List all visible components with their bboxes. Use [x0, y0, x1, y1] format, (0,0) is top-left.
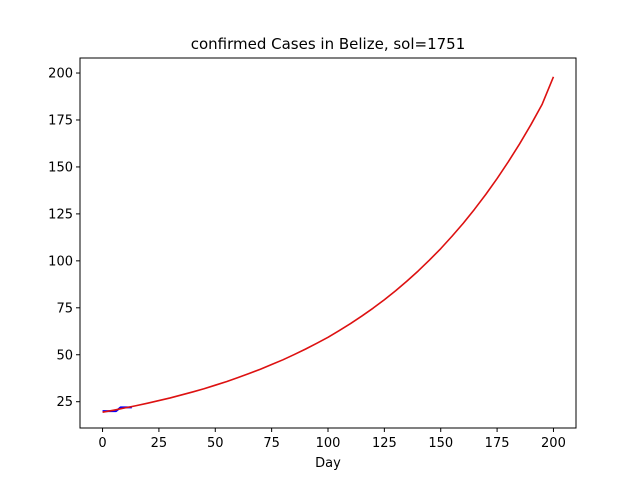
y-tick-label: 25 [56, 395, 73, 410]
y-tick-label: 75 [56, 301, 73, 316]
series-line-model [102, 76, 555, 414]
chart-title: confirmed Cases in Belize, sol=1751 [191, 35, 466, 53]
x-tick-label: 200 [541, 436, 566, 451]
x-tick-label: 100 [316, 436, 341, 451]
x-tick-label: 175 [485, 436, 510, 451]
y-tick-label: 50 [56, 348, 73, 363]
y-tick-label: 175 [48, 113, 73, 128]
x-tick-label: 150 [428, 436, 453, 451]
y-tick-label: 125 [48, 207, 73, 222]
x-axis-label: Day [315, 456, 341, 471]
x-axis: 0 25 50 75 100 125 150 175 200 [98, 428, 566, 451]
x-tick-label: 0 [98, 436, 106, 451]
x-tick-label: 25 [151, 436, 168, 451]
x-tick-label: 125 [372, 436, 397, 451]
series-layer [102, 76, 555, 414]
y-tick-label: 200 [48, 67, 73, 82]
y-tick-label: 100 [48, 254, 73, 269]
y-axis: 25 50 75 100 125 150 175 200 [48, 67, 80, 410]
x-tick-label: 50 [207, 436, 224, 451]
x-tick-label: 75 [263, 436, 280, 451]
y-tick-label: 150 [48, 160, 73, 175]
